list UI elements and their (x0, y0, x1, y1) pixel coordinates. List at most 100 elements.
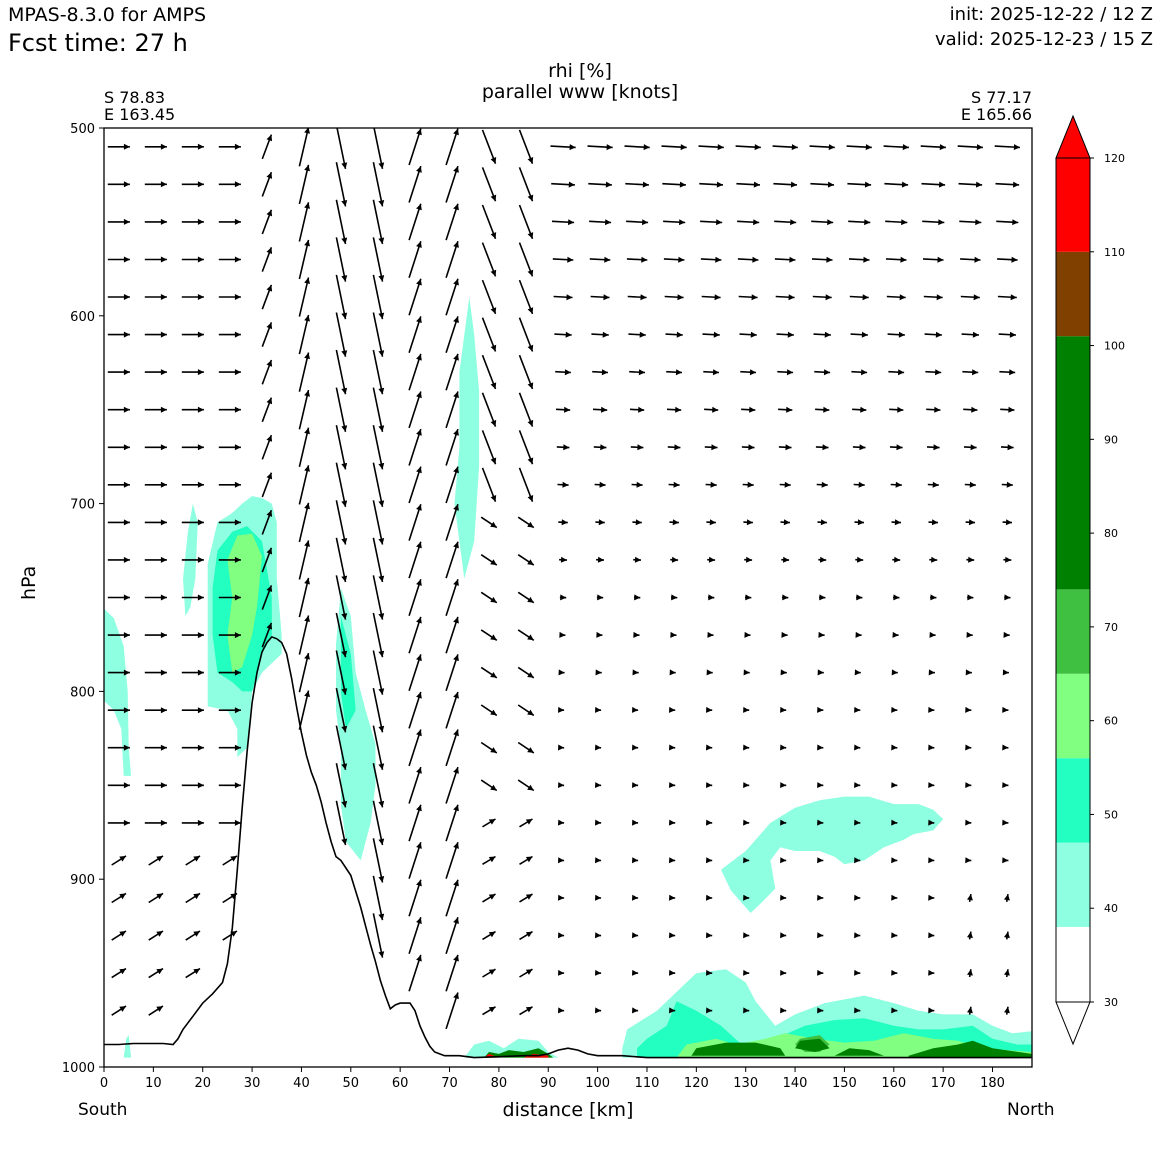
wind-arrow-33 (408, 165, 422, 203)
wind-arrow-153 (218, 369, 241, 376)
wind-arrow-470 (222, 855, 238, 866)
wind-arrow-419 (965, 744, 972, 751)
wind-arrow-49 (995, 181, 1020, 188)
wind-arrow-140 (665, 331, 683, 338)
x-axis-label: distance [km] (502, 1099, 634, 1121)
y-tick-label-900: 900 (70, 873, 95, 888)
wind-arrow-423 (181, 782, 204, 789)
wind-arrow-495 (445, 879, 459, 917)
wind-arrow-489 (111, 892, 127, 904)
x-tick-label-90: 90 (540, 1076, 557, 1091)
wind-arrow-549 (891, 969, 898, 976)
rh-region-19 (484, 1048, 554, 1058)
wind-arrow-246 (890, 481, 902, 488)
wind-arrow-492 (222, 892, 238, 904)
wind-arrow-484 (854, 857, 861, 864)
wind-arrow-367 (780, 669, 787, 676)
wind-arrow-288 (596, 556, 605, 563)
wind-arrow-320 (856, 594, 863, 601)
wind-arrow-452 (482, 818, 496, 828)
wind-arrow-420 (1002, 744, 1009, 751)
wind-arrow-469 (185, 855, 201, 866)
wind-arrow-512 (148, 930, 164, 941)
wind-arrow-401 (218, 744, 241, 751)
wind-arrow-277 (181, 556, 204, 563)
wind-arrow-546 (780, 969, 787, 976)
wind-arrow-221 (889, 444, 903, 451)
wind-arrow-405 (445, 729, 459, 767)
wind-arrow-302 (181, 594, 204, 601)
rh-region-3 (336, 588, 376, 861)
wind-arrow-30 (298, 164, 310, 205)
wind-arrow-211 (518, 430, 534, 465)
wind-arrow-518 (482, 930, 496, 941)
wind-arrow-94 (811, 256, 833, 263)
wind-arrow-364 (669, 669, 676, 676)
rh-region-13 (676, 1033, 1032, 1058)
wind-arrow-397 (1002, 706, 1009, 713)
wind-arrow-462 (854, 819, 861, 826)
wind-arrow-199 (1000, 406, 1015, 413)
wind-arrow-461 (817, 819, 824, 826)
wind-arrow-377 (218, 707, 241, 714)
wind-arrow-24 (994, 144, 1020, 151)
forecast-time: Fcst time: 27 h (8, 29, 188, 57)
x-tick-label-80: 80 (491, 1076, 508, 1091)
wind-arrow-389 (706, 706, 713, 713)
wind-arrow-564 (780, 1007, 787, 1014)
wind-arrow-359 (480, 666, 498, 679)
wind-arrow-117 (738, 294, 758, 301)
wind-arrow-236 (518, 467, 534, 502)
rh-region-14 (795, 1035, 830, 1052)
wind-arrow-539 (519, 968, 533, 978)
wind-arrow-184 (445, 391, 459, 429)
wind-arrow-444 (107, 819, 130, 826)
wind-arrow-103 (218, 294, 241, 300)
wind-arrow-38 (588, 181, 612, 188)
wind-arrow-238 (594, 481, 606, 488)
wind-arrow-363 (632, 669, 639, 676)
wind-arrow-513 (185, 930, 201, 941)
wind-arrow-565 (817, 1007, 824, 1014)
wind-arrow-339 (633, 631, 640, 638)
wind-arrow-189 (629, 406, 645, 413)
wind-arrow-260 (480, 516, 498, 529)
wind-arrow-143 (776, 331, 794, 338)
wind-arrow-531 (967, 931, 973, 940)
wind-arrow-381 (408, 691, 422, 729)
wind-arrow-222 (926, 444, 940, 451)
wind-arrow-460 (780, 819, 787, 826)
wind-arrow-368 (817, 669, 824, 676)
wind-arrow-449 (372, 800, 385, 846)
wind-arrow-324 (1004, 594, 1011, 601)
wind-arrow-177 (181, 406, 204, 413)
wind-arrow-11 (518, 129, 534, 164)
wind-arrow-475 (519, 855, 533, 865)
wind-arrow-235 (481, 467, 497, 502)
wind-arrow-136 (518, 317, 534, 352)
wind-arrow-376 (181, 707, 204, 714)
wind-arrow-360 (517, 666, 535, 679)
y-tick-label-1000: 1000 (62, 1061, 95, 1076)
wind-arrow-118 (775, 294, 795, 301)
wind-arrow-355 (335, 650, 348, 695)
wind-arrow-230 (298, 465, 310, 505)
rh-region-8 (464, 1038, 559, 1058)
wind-arrow-52 (181, 218, 204, 225)
wind-arrow-22 (920, 144, 946, 151)
wind-arrow-351 (144, 669, 167, 676)
wind-arrow-151 (144, 369, 167, 376)
wind-arrow-322 (930, 594, 937, 601)
wind-arrow-493 (372, 875, 385, 921)
wind-arrow-527 (817, 932, 824, 939)
wind-arrow-428 (445, 766, 459, 804)
wind-arrow-525 (743, 932, 750, 939)
wind-arrow-213 (593, 444, 607, 451)
chart-subtitle: parallel www [knots] (481, 81, 679, 103)
wind-arrow-481 (743, 857, 750, 864)
wind-arrow-220 (852, 444, 866, 451)
wind-arrow-266 (706, 519, 716, 526)
wind-arrow-240 (668, 481, 680, 488)
wind-arrow-441 (928, 782, 935, 788)
wind-arrow-249 (1001, 481, 1013, 488)
